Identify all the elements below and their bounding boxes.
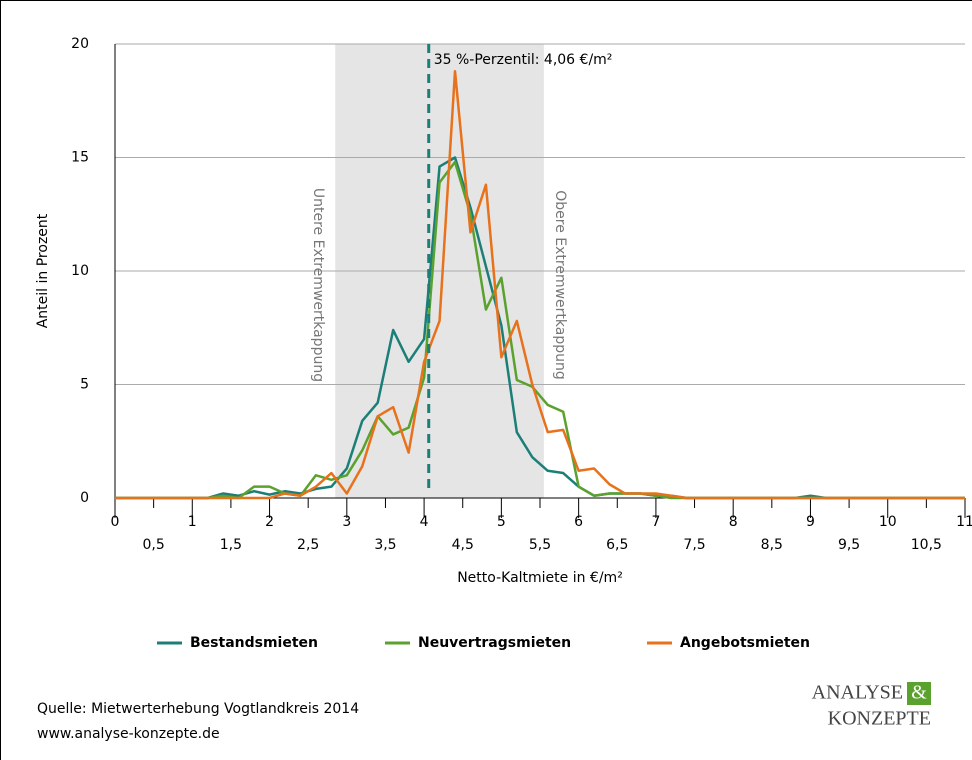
x-tick-label: 2 bbox=[265, 514, 274, 530]
x-tick-label: 6,5 bbox=[606, 537, 628, 553]
x-tick-label: 5 bbox=[497, 514, 506, 530]
x-tick-label: 4,5 bbox=[452, 537, 474, 553]
source: Quelle: Mietwerterhebung Vogtlandkreis 2… bbox=[37, 701, 359, 717]
x-tick-label: 11 bbox=[956, 514, 972, 530]
legend-label: Bestandsmieten bbox=[190, 635, 318, 651]
x-tick-label: 4 bbox=[420, 514, 429, 530]
y-tick-label: 10 bbox=[71, 263, 89, 279]
x-tick-label: 3,5 bbox=[374, 537, 396, 553]
x-tick-label: 5,5 bbox=[529, 537, 551, 553]
x-tick-label: 10 bbox=[879, 514, 897, 530]
x-tick-label: 0 bbox=[111, 514, 120, 530]
legend-label: Angebotsmieten bbox=[680, 635, 810, 651]
x-tick-label: 9,5 bbox=[838, 537, 860, 553]
x-tick-label: 1,5 bbox=[220, 537, 242, 553]
logo-bottom: KONZEPTE bbox=[828, 708, 931, 730]
x-axis-title: Netto-Kaltmiete in €/m² bbox=[457, 570, 623, 586]
x-tick-label: 7,5 bbox=[683, 537, 705, 553]
logo-box bbox=[907, 682, 931, 705]
x-tick-label: 7 bbox=[651, 514, 660, 530]
logo-top: ANALYSE bbox=[812, 682, 903, 704]
y-axis-title: Anteil in Prozent bbox=[35, 213, 51, 328]
x-tick-label: 8,5 bbox=[761, 537, 783, 553]
logo-amp: & bbox=[911, 682, 927, 704]
legend-label: Neuvertragsmieten bbox=[418, 635, 571, 651]
percentile-label: 35 %-Perzentil: 4,06 €/m² bbox=[434, 52, 613, 68]
upper-annotation: Obere Extremwertkappung bbox=[552, 190, 568, 380]
x-tick-label: 9 bbox=[806, 514, 815, 530]
x-tick-label: 8 bbox=[729, 514, 738, 530]
url: www.analyse-konzepte.de bbox=[37, 726, 220, 742]
series-line bbox=[115, 69, 965, 500]
y-tick-label: 5 bbox=[80, 377, 89, 393]
x-tick-label: 10,5 bbox=[911, 537, 942, 553]
x-tick-label: 0,5 bbox=[143, 537, 165, 553]
lower-annotation: Untere Extremwertkappung bbox=[310, 188, 326, 382]
y-tick-label: 0 bbox=[80, 490, 89, 506]
x-tick-label: 2,5 bbox=[297, 537, 319, 553]
x-tick-label: 6 bbox=[574, 514, 583, 530]
y-tick-label: 15 bbox=[71, 150, 89, 166]
x-tick-label: 3 bbox=[342, 514, 351, 530]
x-tick-label: 1 bbox=[188, 514, 197, 530]
y-tick-label: 20 bbox=[71, 36, 89, 52]
